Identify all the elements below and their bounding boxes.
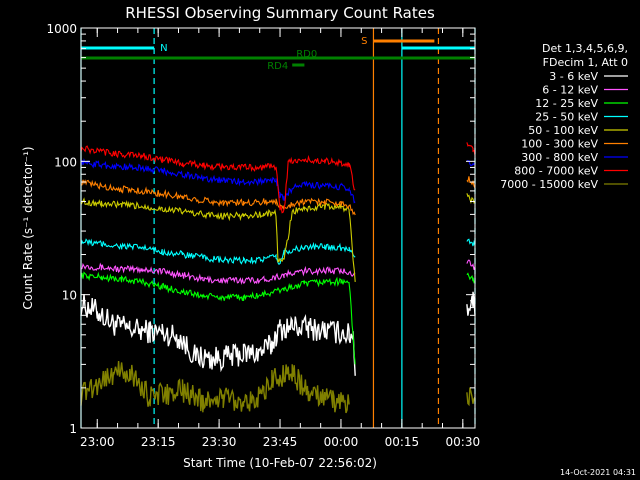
series-line <box>80 193 476 282</box>
series-line <box>80 176 476 216</box>
series-line <box>80 291 476 376</box>
y-axis: 1 10 100 1000 <box>46 22 475 436</box>
y-tick-label: 10 <box>62 289 77 303</box>
flag-label: RD0 <box>296 49 317 60</box>
legend-label: 3 - 6 keV <box>549 70 598 83</box>
legend-label: 6 - 12 keV <box>542 84 598 97</box>
x-tick-label: 23:45 <box>263 435 298 449</box>
series-line <box>80 360 476 414</box>
timestamp: 14-Oct-2021 04:31 <box>560 468 636 477</box>
x-tick-label: 00:30 <box>446 435 481 449</box>
legend-label: 12 - 25 keV <box>535 97 598 110</box>
x-tick-label: 23:30 <box>202 435 237 449</box>
series-line <box>80 142 476 214</box>
flag-label: RD4 <box>267 61 288 72</box>
flag-label: S <box>361 36 367 47</box>
series-line <box>80 238 476 266</box>
y-axis-label: Count Rate (s⁻¹ detector⁻¹) <box>21 146 35 309</box>
x-tick-label: 00:00 <box>324 435 359 449</box>
legend-label: 800 - 7000 keV <box>514 165 598 178</box>
legend-label: 100 - 300 keV <box>521 138 598 151</box>
legend-label: 25 - 50 keV <box>535 111 598 124</box>
plot-frame <box>80 27 476 429</box>
legend-label: 7000 - 15000 keV <box>500 178 598 191</box>
legend: Det 1,3,4,5,6,9,FDecim 1, Att 03 - 6 keV… <box>500 42 628 191</box>
series-line <box>80 259 476 286</box>
x-tick-label: 23:15 <box>141 435 176 449</box>
legend-header: Det 1,3,4,5,6,9, <box>542 42 628 55</box>
x-axis-label: Start Time (10-Feb-07 22:56:02) <box>183 456 377 470</box>
chart-title: RHESSI Observing Summary Count Rates <box>125 4 435 22</box>
y-tick-label: 1 <box>69 422 77 436</box>
legend-label: 300 - 800 keV <box>521 151 598 164</box>
legend-label: 50 - 100 keV <box>528 124 598 137</box>
flag-label: N <box>160 43 167 54</box>
series-line <box>80 271 476 365</box>
x-tick-label: 00:15 <box>385 435 420 449</box>
y-tick-label: 1000 <box>46 22 77 36</box>
x-axis: 23:00 23:15 23:30 23:45 00:00 00:15 00:30 <box>80 28 480 449</box>
plot-area: N S RD0 RD4 <box>80 28 476 428</box>
legend-header: FDecim 1, Att 0 <box>543 56 628 69</box>
x-tick-label: 23:00 <box>80 435 115 449</box>
y-tick-label: 100 <box>54 155 77 169</box>
